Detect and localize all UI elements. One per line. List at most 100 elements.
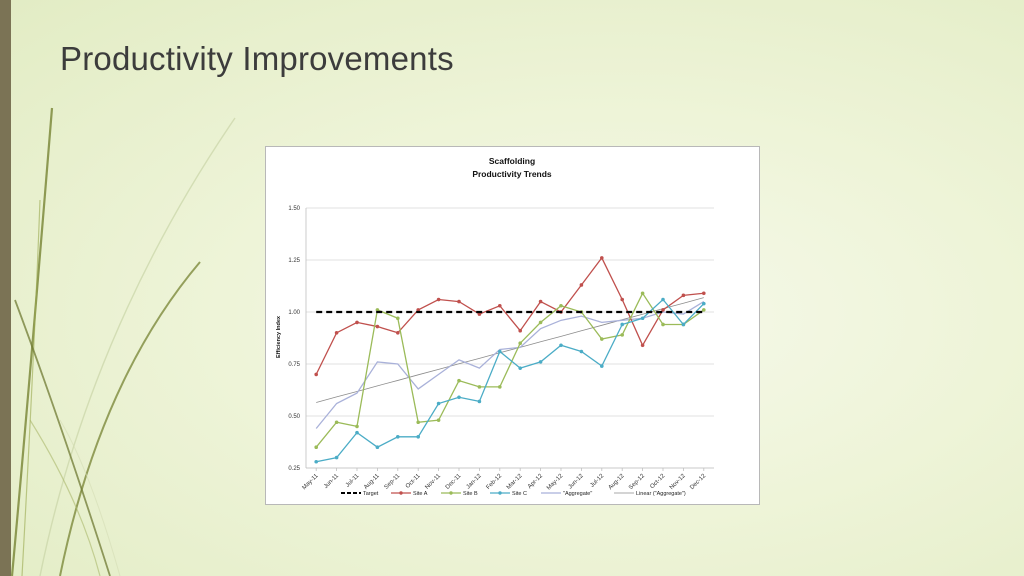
data-point [396, 435, 400, 439]
series-line [315, 291, 705, 448]
data-point [355, 430, 359, 435]
data-point [559, 303, 563, 308]
page-title: Productivity Improvements [60, 40, 454, 77]
data-point [538, 320, 543, 325]
data-point [579, 283, 584, 287]
data-point [640, 316, 645, 321]
data-point [620, 297, 624, 302]
x-tick-label: Oct-12 [649, 473, 666, 490]
data-point [640, 343, 645, 348]
data-point [477, 399, 482, 404]
y-tick-label: 1.00 [288, 310, 300, 316]
legend-marker [399, 491, 403, 495]
series-line [316, 298, 705, 463]
x-tick-label: Apr-12 [527, 473, 544, 490]
data-point [436, 401, 441, 406]
x-tick-label: Aug-12 [608, 473, 626, 491]
series-linear-aggregate [316, 297, 704, 403]
x-tick-label: Sep-12 [628, 473, 646, 491]
data-point [681, 293, 686, 298]
legend-label: Target [363, 491, 379, 497]
data-point [457, 395, 461, 400]
x-tick-label: Aug-11 [363, 473, 381, 491]
x-tick-label: Jun-12 [568, 473, 586, 491]
data-point [702, 301, 706, 306]
data-point [620, 333, 624, 337]
data-point [518, 366, 522, 370]
legend-item: Linear ("Aggregate") [614, 491, 686, 497]
data-point [559, 343, 563, 348]
x-tick-label: Nov-11 [424, 473, 442, 491]
x-axis-ticks: May-11 Jun-11 Jul-11 Aug-11 Sep-11 Oct-11 Nov-… [302, 468, 708, 492]
data-point [498, 385, 502, 389]
data-point [314, 445, 318, 450]
legend-label: Site A [413, 491, 428, 497]
legend-item: "Aggregate" [541, 491, 592, 497]
legend: Target Site A Site B Site C "Aggregate" Linea… [341, 491, 686, 497]
data-point [457, 299, 461, 304]
data-point [477, 385, 482, 389]
y-tick-label: 0.50 [288, 414, 300, 420]
x-tick-label: May-12 [546, 473, 565, 492]
data-point [538, 360, 543, 364]
series-line [315, 256, 704, 375]
y-tick-label: 0.75 [288, 362, 300, 368]
data-point [498, 303, 502, 308]
x-tick-label: Jun-11 [323, 473, 340, 490]
x-tick-label: Jan-12 [466, 473, 484, 491]
chart-container: Scaffolding Productivity Trends 1.50 1.25… [265, 146, 760, 505]
grid-lines [305, 207, 714, 469]
data-point [396, 316, 400, 321]
series-site-a [314, 256, 706, 377]
legend-label: "Aggregate" [563, 491, 592, 497]
data-point [518, 341, 522, 345]
data-point [477, 312, 482, 316]
data-point [396, 331, 400, 335]
x-tick-label: May-11 [302, 473, 321, 492]
data-point [681, 322, 686, 327]
data-point [579, 349, 584, 354]
x-tick-label: Mar-12 [506, 473, 524, 491]
data-point [661, 308, 665, 312]
legend-item: Target [341, 491, 379, 497]
data-point [314, 372, 318, 377]
left-accent-bar [0, 0, 11, 576]
data-point [375, 324, 380, 329]
data-point [416, 308, 420, 312]
x-tick-label: Sep-11 [384, 473, 402, 491]
data-point [600, 337, 604, 341]
data-point [600, 256, 604, 260]
data-point [702, 291, 706, 296]
data-point [334, 331, 339, 335]
series-line [315, 301, 705, 429]
data-point [375, 445, 380, 450]
data-point [538, 299, 543, 304]
x-tick-label: Feb-12 [486, 473, 504, 491]
y-tick-label: 1.25 [288, 258, 300, 264]
y-axis-ticks: 1.50 1.25 1.00 0.75 0.50 0.25 [288, 206, 300, 472]
data-point [702, 308, 706, 312]
data-point [416, 420, 420, 425]
series-site-c [314, 297, 706, 464]
data-point [436, 297, 441, 302]
x-tick-label: Jul-12 [589, 473, 605, 489]
chart-title: Scaffolding [489, 156, 535, 166]
data-point [457, 378, 461, 383]
data-point [640, 291, 645, 296]
legend-label: Linear ("Aggregate") [636, 491, 686, 497]
data-point [334, 420, 339, 425]
data-point [661, 297, 665, 302]
legend-marker [498, 491, 502, 495]
legend-label: Site B [463, 491, 478, 497]
data-point [355, 424, 359, 429]
x-tick-label: Oct-11 [405, 473, 422, 490]
data-point [334, 455, 339, 460]
data-point [436, 418, 441, 422]
data-point [620, 322, 624, 327]
y-axis-title: Efficiency Index [276, 315, 282, 358]
x-tick-label: Dec-12 [689, 473, 707, 491]
data-point [355, 320, 359, 325]
legend-item: Site C [490, 491, 527, 497]
x-tick-label: Jul-11 [345, 473, 361, 489]
series-aggregate [315, 301, 705, 429]
